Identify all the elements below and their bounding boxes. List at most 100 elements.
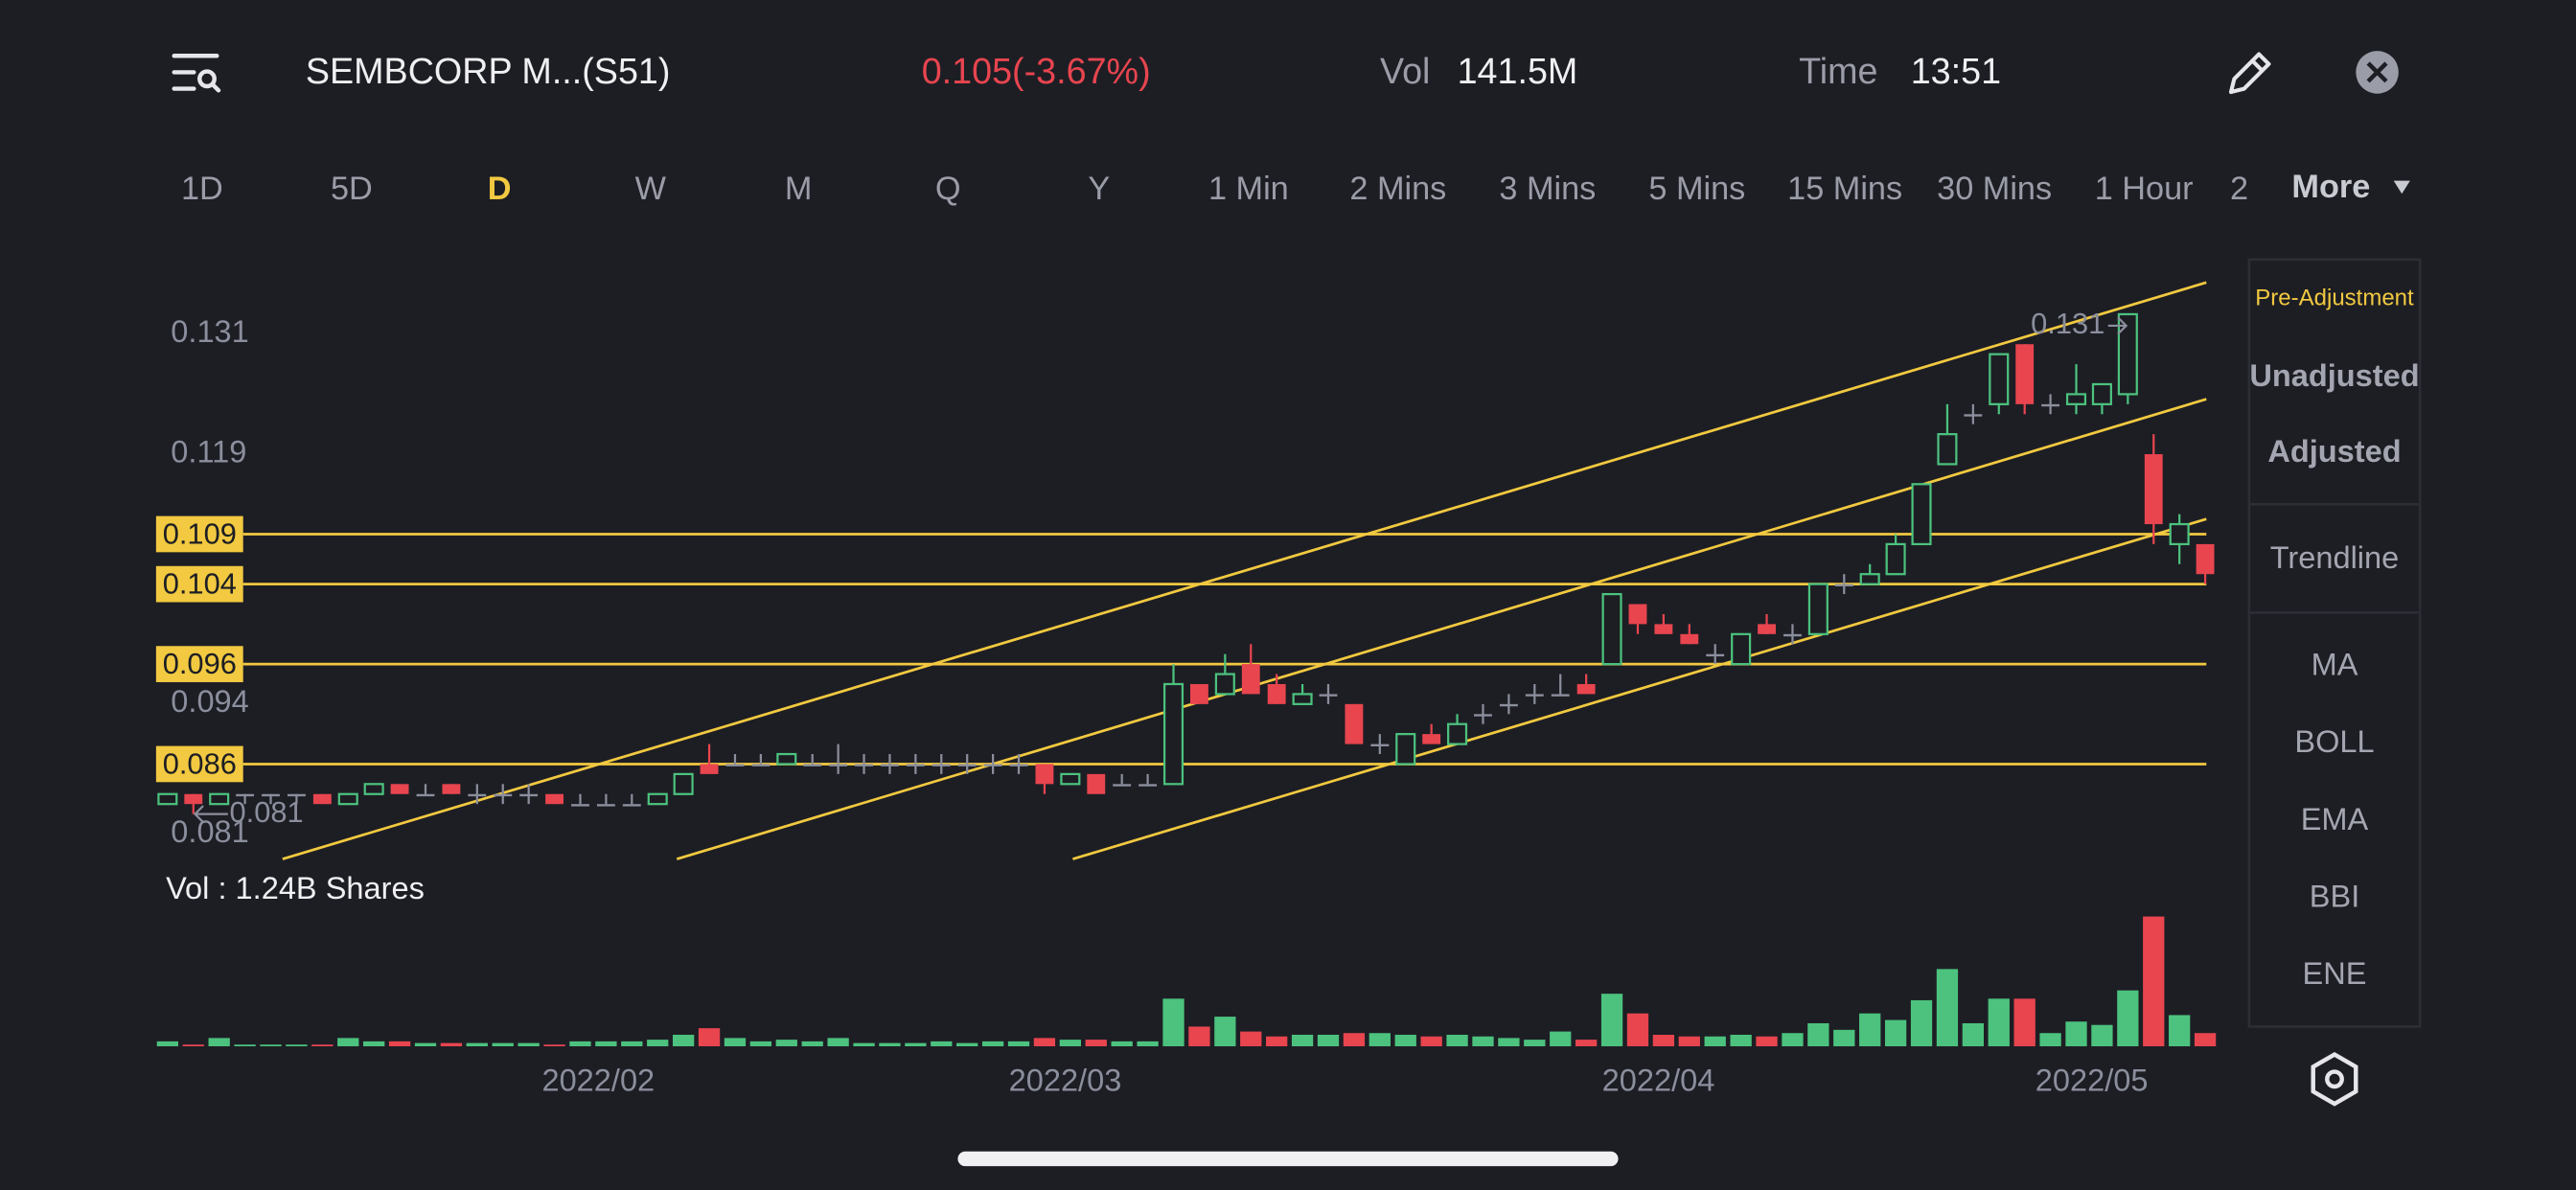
- candle-body: [494, 793, 513, 797]
- volume-bar: [1394, 1034, 1416, 1046]
- candle-body: [1395, 733, 1416, 766]
- volume-bar: [440, 1042, 463, 1046]
- timeframe-tab[interactable]: 1D: [181, 171, 223, 207]
- volume-bar: [518, 1042, 540, 1046]
- candle-body: [1601, 592, 1622, 666]
- volume-bar: [1472, 1036, 1494, 1046]
- candle-body: [442, 784, 461, 794]
- volume-bar: [1652, 1034, 1675, 1046]
- candle-body: [1758, 624, 1776, 634]
- volume-bar: [1033, 1038, 1056, 1046]
- price-level-label: 0.109: [163, 516, 237, 550]
- volume-bar: [208, 1038, 230, 1046]
- volume-bar: [1524, 1040, 1546, 1046]
- candle-body: [855, 764, 873, 767]
- indicator-option[interactable]: EMA: [2301, 802, 2369, 836]
- candle-body: [1035, 764, 1054, 785]
- volume-bar: [1678, 1036, 1700, 1046]
- volume-bar: [311, 1044, 334, 1046]
- more-arrow[interactable]: [2393, 180, 2410, 195]
- timeframe-tab[interactable]: D: [488, 171, 512, 207]
- volume-bar: [388, 1041, 411, 1046]
- volume-bar: [1550, 1031, 1572, 1046]
- candle-body: [2065, 393, 2087, 405]
- indicator-option[interactable]: ENE: [2303, 956, 2367, 991]
- volume-bar: [1600, 994, 1623, 1046]
- price-level-badge: [155, 515, 243, 553]
- volume-bar: [1782, 1033, 1804, 1046]
- more-button[interactable]: More: [2291, 169, 2370, 205]
- volume-bar: [1576, 1040, 1598, 1046]
- timeframe-tab[interactable]: 2 Mins: [1349, 171, 1446, 207]
- timeframe-tab[interactable]: 3 Mins: [1499, 171, 1596, 207]
- timeframe-tab[interactable]: 5D: [331, 171, 373, 207]
- timeframe-tab[interactable]: Y: [1088, 171, 1110, 207]
- volume-bar: [647, 1040, 669, 1046]
- settings-icon[interactable]: [2311, 1051, 2358, 1107]
- adjustment-option[interactable]: Unadjusted: [2249, 358, 2419, 393]
- candle-body: [957, 764, 977, 767]
- candle-body: [1911, 483, 1932, 546]
- volume-bar: [1936, 969, 1959, 1046]
- volume-bar: [1188, 1026, 1210, 1046]
- volume-bar: [905, 1042, 927, 1046]
- volume-bar: [414, 1042, 437, 1046]
- volume-bar: [182, 1044, 204, 1046]
- candle-body: [236, 793, 255, 797]
- timeframe-tab[interactable]: 1 Min: [1208, 171, 1289, 207]
- menu-search-icon[interactable]: [172, 54, 221, 93]
- vol-label: Vol: [1380, 51, 1430, 91]
- volume-bar: [931, 1041, 953, 1046]
- pencil-icon[interactable]: [2228, 52, 2271, 95]
- close-button[interactable]: [2356, 51, 2399, 94]
- trendline-tool[interactable]: Trendline: [2270, 540, 2400, 575]
- candle-body: [1214, 673, 1235, 696]
- candle-body: [1267, 683, 1286, 704]
- candle-body: [829, 764, 848, 767]
- indicator-option[interactable]: BOLL: [2294, 724, 2374, 759]
- volume-bar: [1137, 1041, 1159, 1046]
- candle-body: [2091, 382, 2112, 405]
- candle-body: [545, 793, 564, 805]
- indicator-option[interactable]: MA: [2312, 648, 2358, 682]
- candle-body: [468, 793, 487, 797]
- volume-bar: [1007, 1041, 1030, 1046]
- y-tick-label: 0.081: [171, 814, 248, 849]
- candle-body: [881, 764, 899, 767]
- volume-bar: [569, 1041, 591, 1046]
- candle-body: [1447, 722, 1468, 745]
- volume-bar: [698, 1028, 721, 1046]
- timeframe-tab[interactable]: Q: [935, 171, 961, 207]
- volume-bar: [260, 1044, 282, 1046]
- indicator-option[interactable]: BBI: [2310, 879, 2360, 913]
- timeframe-tab[interactable]: 5 Mins: [1648, 171, 1745, 207]
- volume-bar: [1756, 1036, 1778, 1046]
- timeframe-tab[interactable]: M: [785, 171, 813, 207]
- volume-bar: [621, 1041, 643, 1046]
- candle-body: [1087, 773, 1106, 794]
- candle-body: [596, 804, 615, 807]
- timeframe-tab[interactable]: W: [635, 171, 667, 207]
- candle-body: [1190, 683, 1208, 704]
- timeframe-tab[interactable]: 1 Hour: [2095, 171, 2194, 207]
- price-level-badge: [155, 565, 243, 603]
- timeframe-tab[interactable]: 2: [2230, 171, 2248, 207]
- candle-body: [1138, 784, 1158, 787]
- y-tick-label: 0.094: [171, 684, 248, 719]
- home-indicator: [957, 1151, 1619, 1167]
- volume-bar: [775, 1040, 797, 1046]
- volume-bar: [2013, 998, 2036, 1046]
- volume-bar: [673, 1034, 695, 1046]
- stock-title[interactable]: SEMBCORP M...(S51): [306, 51, 671, 91]
- volume-bar: [1962, 1022, 1984, 1046]
- candle-body: [262, 793, 280, 797]
- adjustment-option[interactable]: Adjusted: [2267, 434, 2401, 469]
- candle-body: [725, 764, 745, 767]
- price-level-label: 0.086: [163, 746, 237, 780]
- candle-body: [1060, 772, 1081, 786]
- volume-bar: [1730, 1034, 1752, 1046]
- timeframe-tab[interactable]: 15 Mins: [1787, 171, 1902, 207]
- timeframe-tab[interactable]: 30 Mins: [1937, 171, 2052, 207]
- adjustment-option[interactable]: Pre-Adjustment: [2255, 285, 2414, 310]
- candle-body: [1783, 633, 1802, 637]
